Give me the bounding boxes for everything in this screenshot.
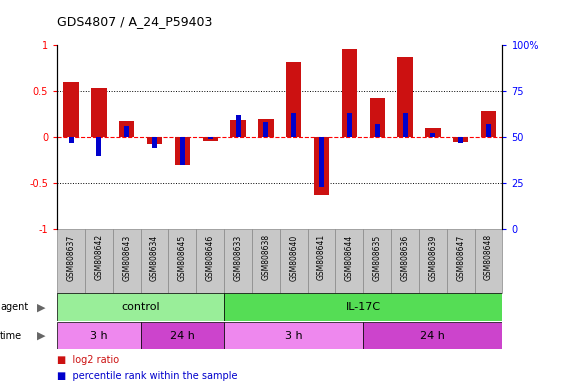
Bar <box>363 229 391 293</box>
Bar <box>91 88 107 137</box>
Text: GSM808642: GSM808642 <box>94 234 103 280</box>
Text: GSM808644: GSM808644 <box>345 234 354 281</box>
Text: GSM808634: GSM808634 <box>150 234 159 281</box>
Text: GSM808647: GSM808647 <box>456 234 465 281</box>
Text: ▶: ▶ <box>37 302 46 312</box>
Text: GSM808643: GSM808643 <box>122 234 131 281</box>
Bar <box>363 322 502 349</box>
Text: GSM808648: GSM808648 <box>484 234 493 280</box>
Text: IL-17C: IL-17C <box>345 302 381 312</box>
Bar <box>196 229 224 293</box>
Bar <box>403 113 408 137</box>
Bar <box>224 293 502 321</box>
Bar <box>180 137 185 165</box>
Bar <box>85 229 113 293</box>
Bar <box>175 137 190 165</box>
Bar <box>291 113 296 137</box>
Bar <box>314 137 329 195</box>
Bar <box>475 229 502 293</box>
Bar <box>458 137 463 142</box>
Text: 24 h: 24 h <box>170 331 195 341</box>
Bar <box>208 137 213 139</box>
Bar <box>258 119 274 137</box>
Bar <box>335 229 363 293</box>
Bar <box>96 137 102 156</box>
Bar <box>230 121 246 137</box>
Text: control: control <box>121 302 160 312</box>
Bar <box>224 322 363 349</box>
Text: GSM808637: GSM808637 <box>66 234 75 281</box>
Bar <box>124 126 129 137</box>
Bar <box>453 137 468 142</box>
Text: 24 h: 24 h <box>420 331 445 341</box>
Text: GDS4807 / A_24_P59403: GDS4807 / A_24_P59403 <box>57 15 212 28</box>
Bar <box>391 229 419 293</box>
Bar <box>203 137 218 141</box>
Bar <box>147 137 162 144</box>
Bar <box>486 124 491 137</box>
Text: agent: agent <box>0 302 28 312</box>
Bar <box>319 137 324 187</box>
Bar <box>112 229 140 293</box>
Text: GSM808645: GSM808645 <box>178 234 187 281</box>
Text: GSM808635: GSM808635 <box>373 234 382 281</box>
Text: 3 h: 3 h <box>90 331 108 341</box>
Bar <box>69 137 74 142</box>
Text: ■  percentile rank within the sample: ■ percentile rank within the sample <box>57 371 238 381</box>
Text: GSM808633: GSM808633 <box>234 234 243 281</box>
Bar <box>235 115 240 137</box>
Text: GSM808640: GSM808640 <box>289 234 298 281</box>
Bar <box>481 111 496 137</box>
Bar <box>252 229 280 293</box>
Bar <box>57 293 224 321</box>
Bar <box>425 128 441 137</box>
Bar <box>140 322 224 349</box>
Bar <box>152 137 157 148</box>
Bar <box>369 98 385 137</box>
Text: GSM808638: GSM808638 <box>262 234 271 280</box>
Bar <box>375 124 380 137</box>
Bar <box>347 113 352 137</box>
Text: 3 h: 3 h <box>285 331 303 341</box>
Bar <box>341 49 357 137</box>
Text: time: time <box>0 331 22 341</box>
Bar <box>308 229 336 293</box>
Bar <box>168 229 196 293</box>
Bar <box>57 322 140 349</box>
Bar <box>119 121 134 137</box>
Text: GSM808639: GSM808639 <box>428 234 437 281</box>
Text: ■  log2 ratio: ■ log2 ratio <box>57 355 119 365</box>
Bar <box>397 57 413 137</box>
Bar <box>63 82 79 137</box>
Text: GSM808641: GSM808641 <box>317 234 326 280</box>
Bar <box>286 61 301 137</box>
Text: ▶: ▶ <box>37 331 46 341</box>
Bar <box>57 229 85 293</box>
Text: GSM808646: GSM808646 <box>206 234 215 281</box>
Bar <box>431 133 436 137</box>
Bar <box>140 229 168 293</box>
Bar <box>263 122 268 137</box>
Bar <box>419 229 447 293</box>
Text: GSM808636: GSM808636 <box>400 234 409 281</box>
Bar <box>224 229 252 293</box>
Bar <box>447 229 475 293</box>
Bar <box>280 229 308 293</box>
